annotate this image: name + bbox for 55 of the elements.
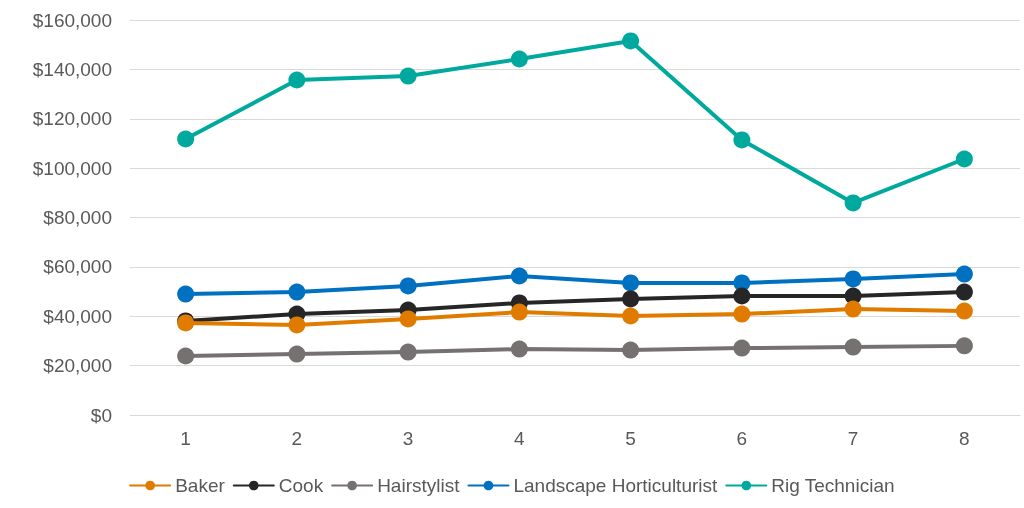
- point: [733, 131, 751, 149]
- point: [622, 274, 640, 292]
- x-tick-label: 6: [736, 428, 748, 449]
- point: [955, 302, 973, 320]
- point: [955, 265, 973, 283]
- point: [844, 194, 862, 212]
- x-tick-label: 5: [625, 428, 636, 449]
- point: [288, 71, 306, 89]
- y-tick-label: $120,000: [32, 108, 112, 130]
- point: [399, 343, 417, 361]
- x-tick-label: 2: [291, 428, 303, 449]
- point: [510, 303, 528, 321]
- point: [288, 316, 306, 334]
- point: [733, 305, 751, 323]
- x-tick-label: 4: [514, 428, 526, 449]
- point: [177, 347, 195, 365]
- point: [288, 345, 306, 363]
- point: [399, 310, 417, 328]
- y-tick-label: $80,000: [43, 207, 112, 228]
- legend-label: Rig Technician: [771, 475, 895, 496]
- point: [955, 283, 973, 301]
- y-tick-label: $20,000: [43, 355, 112, 377]
- x-tick-label: 3: [402, 428, 414, 449]
- point: [622, 32, 640, 50]
- y-tick-label: $100,000: [32, 157, 112, 179]
- x-tick-label: 7: [847, 428, 859, 449]
- point: [177, 285, 195, 303]
- point: [844, 270, 862, 288]
- point: [399, 67, 417, 85]
- y-tick-label: $140,000: [32, 58, 112, 80]
- point: [288, 283, 306, 301]
- point: [844, 338, 862, 356]
- point: [622, 341, 640, 359]
- point: [733, 287, 751, 305]
- point: [733, 339, 751, 357]
- y-tick-label: $40,000: [43, 305, 112, 327]
- point: [622, 290, 640, 308]
- legend-label: Landscape Horticulturist: [513, 475, 719, 496]
- point: [510, 50, 528, 68]
- y-tick-label: $160,000: [32, 9, 112, 31]
- legend-label: Cook: [278, 475, 324, 496]
- legend-label: Hairstylist: [377, 475, 461, 496]
- point: [955, 337, 973, 355]
- point: [399, 277, 417, 295]
- y-tick-label: $60,000: [43, 256, 112, 278]
- point: [844, 300, 862, 318]
- y-tick-label: $0: [90, 404, 112, 426]
- point: [510, 267, 528, 285]
- x-tick-label: 8: [959, 428, 970, 449]
- point: [622, 307, 640, 325]
- point: [955, 150, 973, 168]
- point: [510, 340, 528, 358]
- legend-label: Baker: [175, 475, 226, 496]
- x-tick-label: 1: [180, 428, 191, 449]
- point: [177, 130, 195, 148]
